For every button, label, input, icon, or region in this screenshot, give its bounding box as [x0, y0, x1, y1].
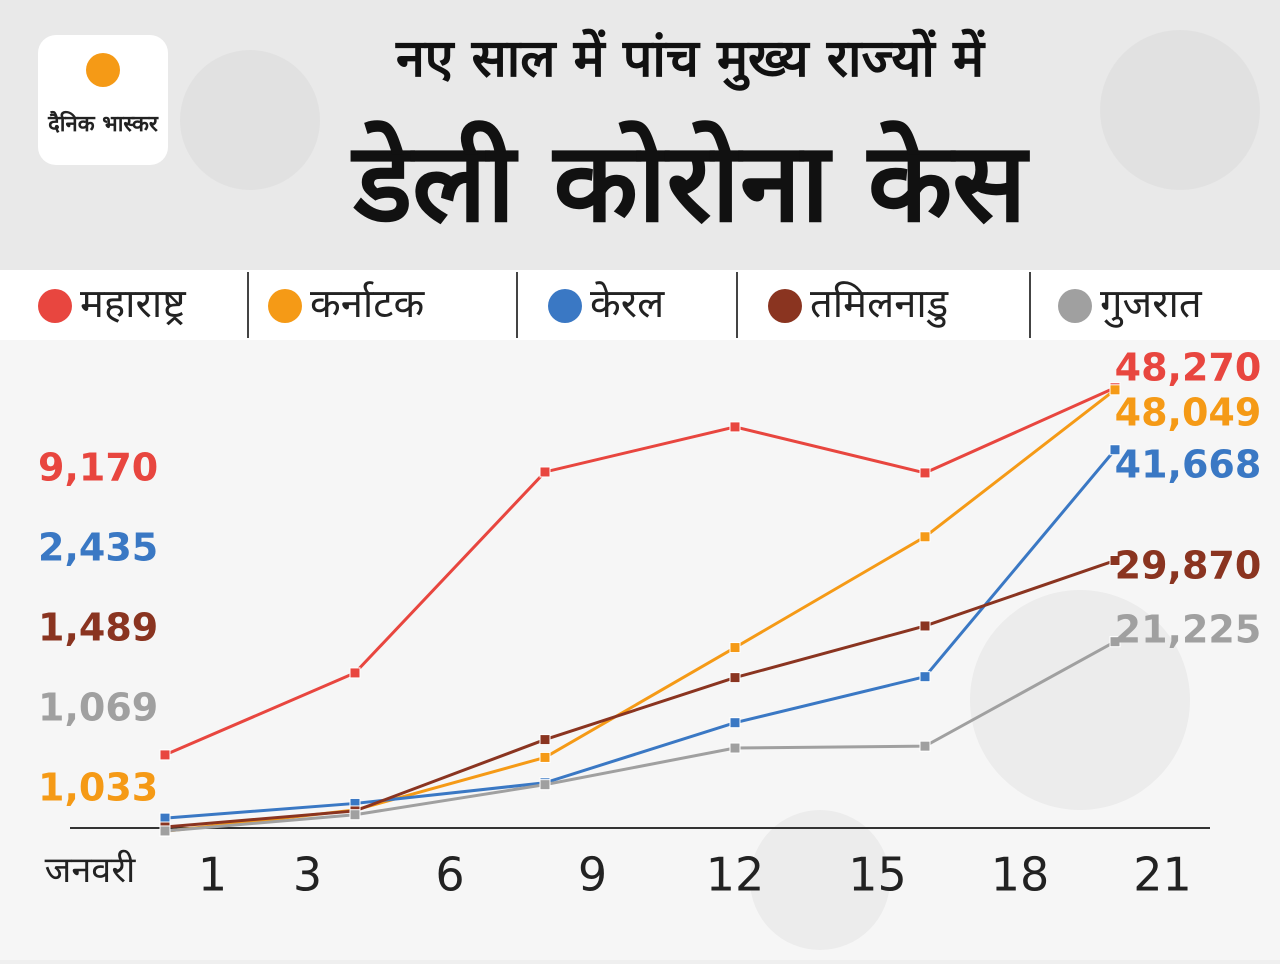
decor	[750, 810, 890, 950]
point	[539, 779, 551, 791]
logo-box	[38, 35, 168, 165]
point	[539, 734, 551, 746]
point	[919, 671, 931, 683]
chart-title: नए साल में पांच मुख्य राज्यों में	[395, 28, 986, 91]
decor	[970, 590, 1190, 810]
point	[729, 421, 741, 433]
point	[349, 667, 361, 679]
point	[539, 751, 551, 763]
x-tick-label: 3	[293, 848, 322, 902]
value-label: 48,049	[1115, 391, 1262, 435]
logo-sun	[86, 53, 120, 87]
legend-dot	[268, 289, 302, 323]
value-label: 2,435	[38, 526, 158, 570]
point	[729, 717, 741, 729]
x-tick-label: 9	[578, 848, 607, 902]
legend-dot	[768, 289, 802, 323]
value-label: 9,170	[38, 446, 158, 490]
legend-label: कर्नाटक	[310, 281, 425, 327]
point	[1109, 444, 1121, 456]
value-label: 1,033	[38, 766, 158, 810]
x-tick-label: 18	[991, 848, 1050, 902]
legend-label: गुजरात	[1100, 281, 1203, 328]
logo-text: दैनिक भास्कर	[47, 110, 159, 137]
decor	[1100, 30, 1260, 190]
legend-dot	[548, 289, 582, 323]
series-line	[164, 559, 1116, 829]
value-label: 41,668	[1115, 443, 1262, 487]
point	[919, 467, 931, 479]
point	[729, 672, 741, 684]
point	[349, 809, 361, 821]
x-tick-label: 6	[435, 848, 464, 902]
series-line	[164, 386, 1116, 757]
point	[159, 825, 171, 837]
x-tick-label: 12	[706, 848, 765, 902]
x-tick-label: 21	[1133, 848, 1192, 902]
point	[729, 642, 741, 654]
point	[1109, 636, 1121, 648]
point	[919, 531, 931, 543]
legend-dot	[38, 289, 72, 323]
legend-label: केरल	[590, 281, 665, 327]
value-label: 29,870	[1115, 544, 1262, 588]
value-label: 48,270	[1115, 346, 1262, 390]
value-label: 1,069	[38, 686, 158, 730]
point	[1109, 384, 1121, 396]
legend-label: तमिलनाडु	[810, 281, 949, 328]
point	[539, 466, 551, 478]
point	[159, 749, 171, 761]
x-tick-label: 15	[848, 848, 907, 902]
series-line	[164, 640, 1116, 833]
point	[919, 740, 931, 752]
legend-label: महाराष्ट्र	[80, 281, 186, 327]
x-tick-label: 1	[198, 848, 227, 902]
legend-dot	[1058, 289, 1092, 323]
point	[919, 620, 931, 632]
value-label: 1,489	[38, 606, 158, 650]
point	[729, 742, 741, 754]
point	[1109, 555, 1121, 567]
chart-subtitle: डेली कोरोना केस	[350, 118, 1030, 246]
series-line	[164, 448, 1117, 820]
x-axis-title: जनवरी	[45, 849, 136, 891]
value-label: 21,225	[1115, 608, 1262, 652]
decor	[180, 50, 320, 190]
